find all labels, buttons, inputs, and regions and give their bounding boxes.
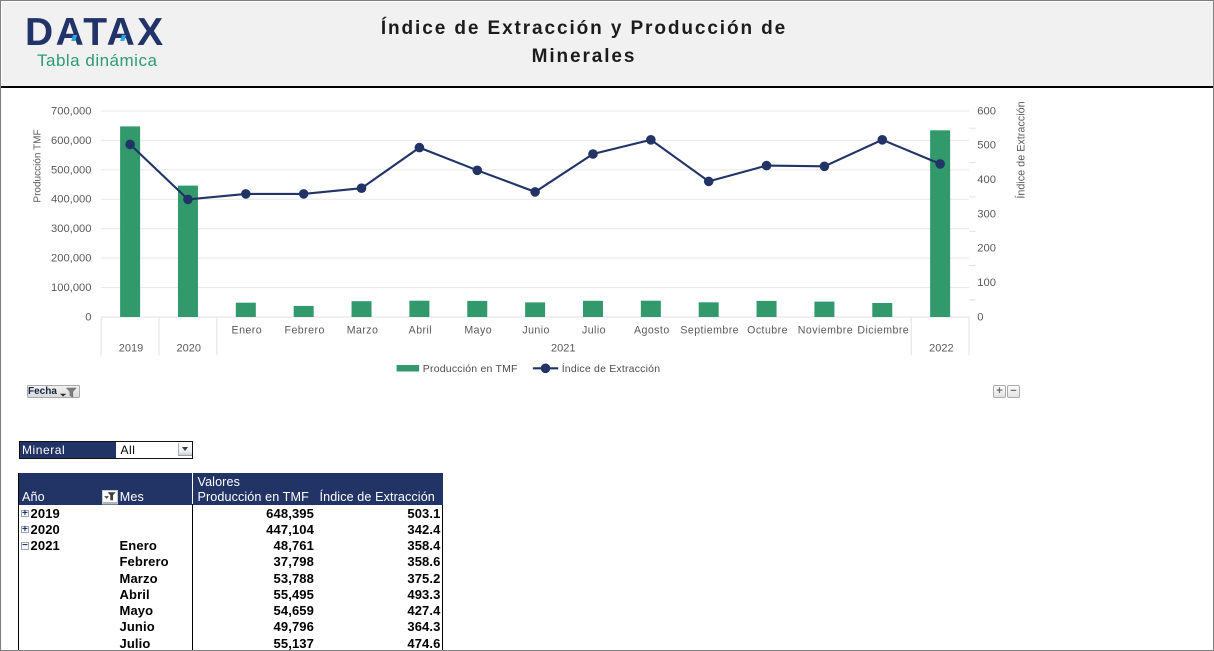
svg-text:Agosto: Agosto <box>634 325 670 337</box>
svg-text:Noviembre: Noviembre <box>798 325 853 337</box>
svg-text:600,000: 600,000 <box>51 135 91 147</box>
svg-text:100,000: 100,000 <box>51 282 91 294</box>
svg-text:700,000: 700,000 <box>51 105 91 117</box>
svg-text:Índice de Extracción: Índice de Extracción <box>1015 101 1028 198</box>
svg-text:2021: 2021 <box>551 343 575 355</box>
svg-text:200,000: 200,000 <box>51 253 91 265</box>
svg-text:200: 200 <box>977 243 996 255</box>
svg-text:400: 400 <box>977 174 996 186</box>
svg-text:0: 0 <box>977 311 983 323</box>
svg-text:Octubre: Octubre <box>747 325 788 337</box>
svg-text:Índice de Extracción: Índice de Extracción <box>562 362 661 375</box>
svg-text:Septiembre: Septiembre <box>680 325 739 337</box>
svg-text:Mayo: Mayo <box>464 325 492 337</box>
svg-text:2019: 2019 <box>119 343 143 355</box>
svg-text:Junio: Junio <box>522 325 550 337</box>
svg-text:Julio: Julio <box>582 325 606 337</box>
svg-text:Marzo: Marzo <box>347 325 379 337</box>
svg-text:Febrero: Febrero <box>285 325 325 337</box>
svg-text:300,000: 300,000 <box>51 223 91 235</box>
svg-text:500,000: 500,000 <box>51 164 91 176</box>
svg-text:2020: 2020 <box>177 343 201 355</box>
svg-text:500: 500 <box>977 140 996 152</box>
svg-text:100: 100 <box>977 277 996 289</box>
svg-text:300: 300 <box>977 208 996 220</box>
svg-text:0: 0 <box>85 311 91 323</box>
svg-text:Abril: Abril <box>409 325 432 337</box>
svg-text:Producción TMF: Producción TMF <box>33 129 44 202</box>
svg-text:2022: 2022 <box>929 343 953 355</box>
svg-text:Enero: Enero <box>232 325 263 337</box>
svg-text:Producción en TMF: Producción en TMF <box>423 363 518 375</box>
svg-text:400,000: 400,000 <box>51 194 91 206</box>
svg-text:600: 600 <box>977 105 996 117</box>
svg-text:Diciembre: Diciembre <box>857 325 909 337</box>
